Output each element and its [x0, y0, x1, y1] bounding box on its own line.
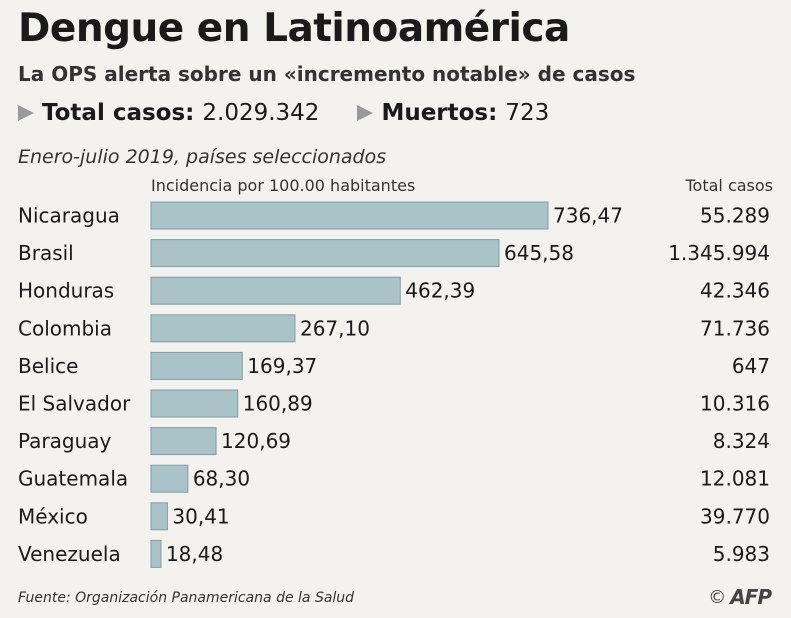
- bar: [150, 276, 401, 305]
- value-label: 68,30: [193, 467, 250, 491]
- incidence-column-header: Incidencia por 100.00 habitantes: [151, 176, 416, 195]
- category-label: Belice: [18, 354, 78, 378]
- total-cases-value: 2.029.342: [202, 100, 320, 126]
- total-cases-stat: Total casos: 2.029.342: [18, 100, 319, 126]
- copyright-symbol: ©: [708, 586, 727, 608]
- total-cases-value: 12.081: [700, 467, 770, 491]
- value-label: 462,39: [405, 279, 475, 303]
- bar: [150, 464, 189, 493]
- total-cases-value: 5.983: [713, 542, 770, 566]
- value-label: 160,89: [243, 392, 313, 416]
- value-label: 169,37: [247, 354, 317, 378]
- deaths-value: 723: [505, 100, 550, 126]
- triangle-icon: [357, 105, 374, 121]
- deaths-label: Muertos:: [381, 100, 498, 126]
- category-label: El Salvador: [18, 392, 131, 416]
- bar: [150, 239, 500, 268]
- bar: [150, 389, 239, 418]
- value-label: 645,58: [504, 241, 574, 265]
- category-label: Honduras: [18, 279, 114, 303]
- total-cases-value: 42.346: [700, 279, 770, 303]
- bar: [150, 539, 162, 568]
- category-label: Paraguay: [18, 429, 112, 453]
- category-label: Colombia: [18, 316, 112, 340]
- bar: [150, 201, 549, 230]
- bar: [150, 427, 217, 456]
- category-label: México: [18, 504, 88, 528]
- category-label: Nicaragua: [18, 204, 120, 228]
- afp-logo: AFP: [730, 585, 772, 609]
- value-label: 120,69: [221, 429, 291, 453]
- bar: [150, 351, 243, 380]
- value-label: 736,47: [553, 204, 623, 228]
- total-cases-value: 39.770: [700, 504, 770, 528]
- deaths-stat: Muertos: 723: [357, 100, 549, 126]
- bar: [150, 502, 168, 531]
- triangle-icon: [18, 105, 34, 121]
- value-label: 18,48: [166, 542, 223, 566]
- period-note: Enero-julio 2019, países seleccionados: [18, 146, 387, 168]
- chart-title: Dengue en Latinoamérica: [18, 6, 570, 51]
- category-label: Venezuela: [18, 542, 121, 566]
- bar: [150, 314, 296, 343]
- value-label: 30,41: [172, 504, 229, 528]
- total-cases-value: 10.316: [700, 392, 770, 416]
- source-note: Fuente: Organización Panamericana de la …: [18, 590, 355, 606]
- total-cases-value: 647: [732, 354, 770, 378]
- total-cases-value: 1.345.994: [668, 241, 770, 265]
- chart-subtitle: La OPS alerta sobre un «incremento notab…: [18, 62, 636, 86]
- total-cases-column-header: Total casos: [685, 176, 773, 195]
- value-label: 267,10: [300, 316, 370, 340]
- total-cases-value: 71.736: [700, 316, 770, 340]
- total-cases-value: 8.324: [713, 429, 770, 453]
- category-label: Guatemala: [18, 467, 128, 491]
- agency-credit: © AFP: [708, 585, 772, 609]
- category-label: Brasil: [18, 241, 74, 265]
- total-cases-label: Total casos:: [42, 100, 195, 126]
- total-cases-value: 55.289: [700, 204, 770, 228]
- summary-stats: Total casos: 2.029.342 Muertos: 723: [18, 100, 587, 126]
